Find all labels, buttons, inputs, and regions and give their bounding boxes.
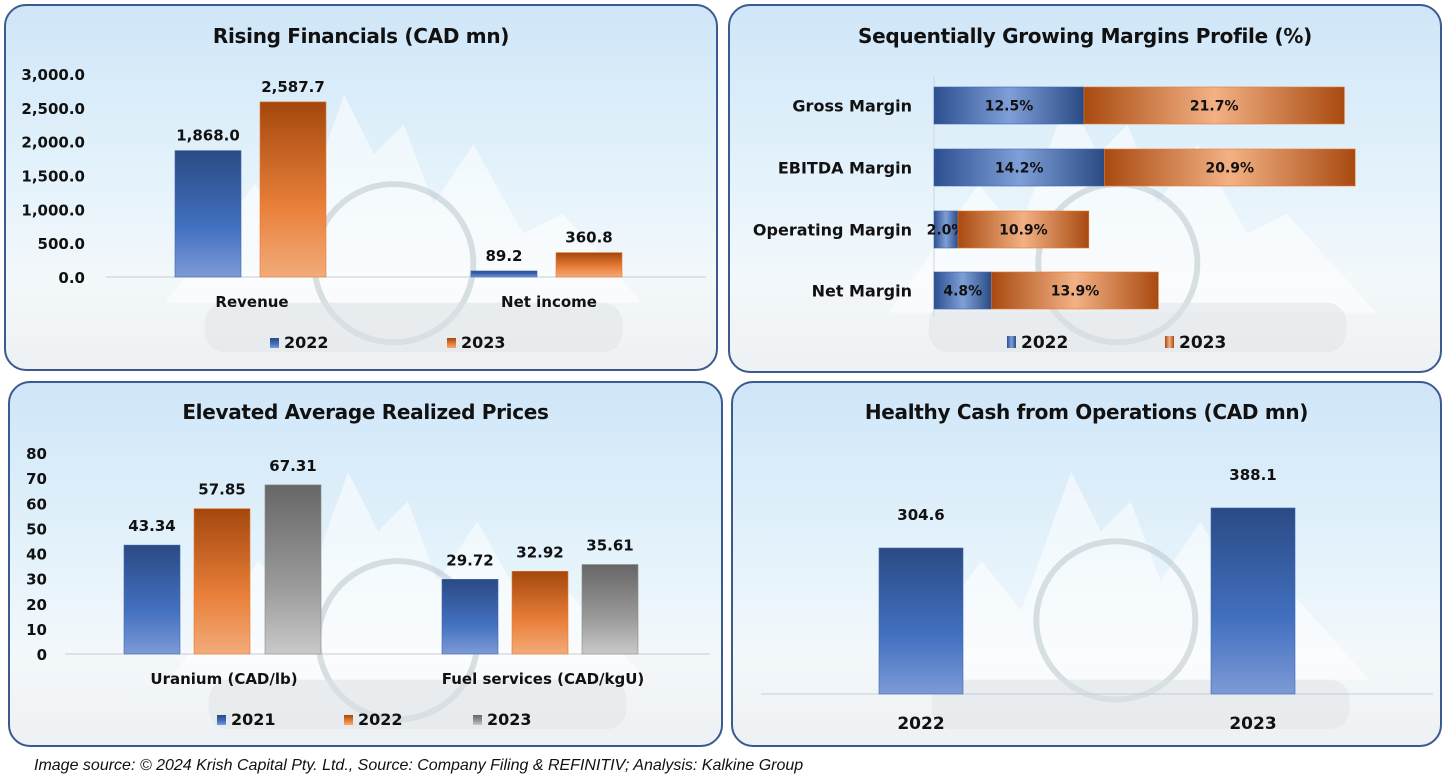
chart-title: Elevated Average Realized Prices <box>182 400 549 424</box>
y-category-label: Operating Margin <box>753 221 912 240</box>
legend-label-2022: 2022 <box>284 333 329 352</box>
bar-2022-revenue <box>174 150 242 278</box>
bar-2023-operating-margin <box>957 210 1090 249</box>
data-label: 57.85 <box>198 481 245 499</box>
rising-financials-chart: 0.0 500.0 1,000.0 1,500.0 2,000.0 2,500.0 3,00… <box>21 66 706 352</box>
x-category-label: 2022 <box>897 714 944 734</box>
y-tick-label: 30 <box>26 571 47 589</box>
bar-2023-ebitda-margin <box>1104 148 1356 187</box>
bar-2022-gross-margin <box>933 86 1085 125</box>
y-tick-label: 80 <box>26 445 47 463</box>
rising-financials-panel: Rising Financials (CAD mn) 0.0 500.0 1,000… <box>4 4 718 371</box>
data-label: 14.2% <box>995 161 1044 177</box>
legend-swatch-2023 <box>447 338 456 348</box>
data-label: 12.5% <box>985 99 1034 115</box>
data-label: 13.9% <box>1051 284 1100 300</box>
y-tick-label: 2,500.0 <box>21 100 85 118</box>
data-label: 388.1 <box>1229 466 1276 484</box>
y-tick-label: 3,000.0 <box>21 66 85 84</box>
y-tick-label: 70 <box>26 470 47 488</box>
legend-swatch-2023 <box>1165 336 1174 348</box>
y-category-label: EBITDA Margin <box>778 159 912 178</box>
data-label: 304.6 <box>897 506 944 524</box>
data-label: 20.9% <box>1206 161 1255 177</box>
data-label: 2,587.7 <box>261 78 325 96</box>
bar-2023-fuel-services-cad-kgu- <box>581 564 639 655</box>
legend-swatch-2023 <box>473 715 482 725</box>
bar-2022-operating-margin <box>933 210 959 249</box>
data-label: 21.7% <box>1190 99 1239 115</box>
mountain-background-graphic <box>889 95 1377 353</box>
bar-2022-net-margin <box>933 271 992 310</box>
bar-2022-ebitda-margin <box>933 148 1105 187</box>
realized-prices-chart: 0 10 20 30 40 50 60 70 80 43.34 57.85 67.31 Uranium … <box>26 445 710 729</box>
data-label: 360.8 <box>565 229 612 247</box>
bar-2022 <box>878 547 964 695</box>
bar-2022-fuel-services-cad-kgu- <box>511 570 569 655</box>
legend-label-2021: 2021 <box>231 710 276 729</box>
data-label: 89.2 <box>485 247 522 265</box>
y-tick-label: 20 <box>26 596 47 614</box>
legend-label-2023: 2023 <box>487 710 532 729</box>
data-label: 2.0% <box>927 223 966 239</box>
y-category-label: Gross Margin <box>792 97 912 116</box>
x-category-label: Fuel services (CAD/kgU) <box>442 670 645 688</box>
legend-swatch-2022 <box>270 338 279 348</box>
y-tick-label: 0 <box>37 646 47 664</box>
legend-label-2022: 2022 <box>358 710 403 729</box>
cash-from-operations-chart: 304.6 2022 388.1 2023 <box>761 466 1433 734</box>
legend-label-2022: 2022 <box>1021 333 1068 353</box>
y-tick-label: 500.0 <box>38 235 85 253</box>
data-label: 1,868.0 <box>176 127 240 145</box>
y-tick-label: 50 <box>26 520 47 538</box>
data-label: 67.31 <box>269 457 316 475</box>
legend-swatch-2022 <box>344 715 353 725</box>
bar-2023-net-income <box>555 252 623 278</box>
x-category-label: Revenue <box>215 293 288 311</box>
bar-2021-uranium-cad-lb- <box>123 544 181 655</box>
cash-from-operations-panel: Healthy Cash from Operations (CAD mn) 30… <box>731 381 1442 747</box>
legend-label-2023: 2023 <box>461 333 506 352</box>
data-label: 43.34 <box>128 517 175 535</box>
data-label: 32.92 <box>516 543 563 561</box>
x-category-label: 2023 <box>1229 714 1276 734</box>
y-tick-label: 1,500.0 <box>21 168 85 186</box>
bar-2023-uranium-cad-lb- <box>264 484 322 655</box>
y-category-label: Net Margin <box>812 282 912 301</box>
data-label: 29.72 <box>446 551 493 569</box>
chart-title: Sequentially Growing Margins Profile (%) <box>858 24 1312 48</box>
legend-swatch-2022 <box>1007 336 1016 348</box>
data-label: 35.61 <box>586 537 633 555</box>
image-source-footer: Image source: © 2024 Krish Capital Pty. … <box>34 757 804 774</box>
realized-prices-panel: Elevated Average Realized Prices 0 10 20 30… <box>8 381 723 747</box>
chart-title: Rising Financials (CAD mn) <box>212 24 510 48</box>
data-label: 10.9% <box>999 223 1048 239</box>
x-category-label: Net income <box>501 293 597 311</box>
x-category-label: Uranium (CAD/lb) <box>150 670 297 688</box>
data-label: 4.8% <box>943 284 982 300</box>
y-tick-label: 1,000.0 <box>21 201 85 219</box>
y-tick-label: 0.0 <box>58 269 85 287</box>
bar-2023-net-margin <box>991 271 1159 310</box>
bar-2023-revenue <box>259 101 327 278</box>
legend-swatch-2021 <box>217 715 226 725</box>
y-tick-label: 40 <box>26 546 47 564</box>
y-tick-label: 2,000.0 <box>21 134 85 152</box>
bar-2023 <box>1210 507 1296 695</box>
margins-profile-chart: Gross Margin 12.5% 21.7% EBITDA Margin 14.2%… <box>753 76 1356 353</box>
bar-2023-gross-margin <box>1083 86 1345 125</box>
margins-profile-panel: Sequentially Growing Margins Profile (%)… <box>728 4 1442 373</box>
bar-2021-fuel-services-cad-kgu- <box>441 579 499 655</box>
legend-label-2023: 2023 <box>1179 333 1226 353</box>
bar-2022-net-income <box>470 270 538 278</box>
y-tick-label: 60 <box>26 495 47 513</box>
y-tick-label: 10 <box>26 621 47 639</box>
bar-2022-uranium-cad-lb- <box>193 508 251 655</box>
chart-title: Healthy Cash from Operations (CAD mn) <box>864 400 1309 424</box>
